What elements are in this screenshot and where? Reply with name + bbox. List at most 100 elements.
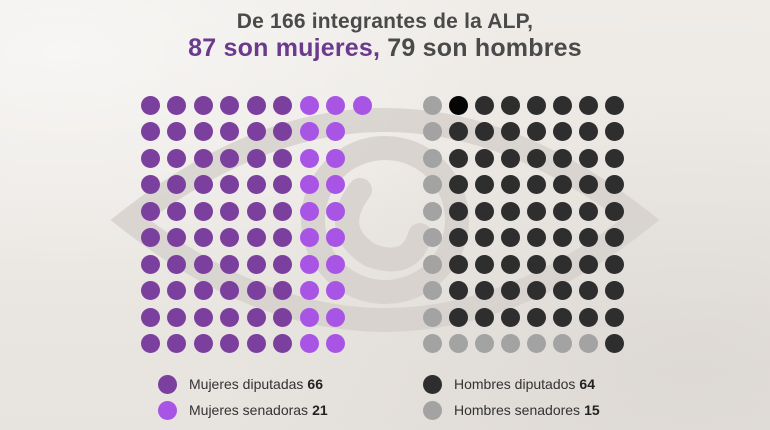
dot-mujeres_diputadas <box>246 281 266 300</box>
dot-mujeres_diputadas <box>140 281 160 300</box>
dot-hombres_diputados <box>578 175 598 194</box>
dot-hombres_diputados <box>448 307 468 327</box>
dot-mujeres_diputadas <box>220 281 239 300</box>
dot-hombres_senadores <box>578 334 598 353</box>
dot-hombres_diputados <box>500 148 520 168</box>
dot-hombres_diputados <box>604 307 624 327</box>
dot-mujeres_diputadas <box>220 334 239 353</box>
dot-mujeres_senadoras <box>326 148 345 168</box>
dot-mujeres_senadoras <box>299 307 319 327</box>
dot-mujeres_senadoras <box>326 254 345 274</box>
legend-swatch <box>158 400 177 420</box>
dot-mujeres_diputadas <box>140 254 160 274</box>
dot-mujeres_diputadas <box>273 122 292 141</box>
dot-hombres_diputados <box>552 281 572 300</box>
dot-hombres_diputados <box>578 122 598 141</box>
dot-hombres_diputados <box>500 201 520 221</box>
dot-mujeres_senadoras <box>299 201 319 221</box>
legend-value: 66 <box>307 376 323 392</box>
dot-hombres_diputados <box>526 148 546 168</box>
dot-hombres_diputados <box>552 307 572 327</box>
dot-hombres_diputados <box>604 201 624 221</box>
dot-hombres_diputados <box>604 334 624 353</box>
legend-value: 64 <box>579 376 595 392</box>
dot-mujeres_diputadas <box>273 148 292 168</box>
dot-hombres_diputados <box>448 201 468 221</box>
dot-mujeres_senadoras <box>326 281 345 300</box>
dot-hombres_senadores <box>422 95 442 115</box>
dot-mujeres_diputadas <box>220 307 239 327</box>
dot-mujeres_diputadas <box>193 281 213 300</box>
dot-mujeres_diputadas <box>220 254 239 274</box>
dot-mujeres_senadoras <box>326 307 345 327</box>
dot-hombres_senadores <box>422 281 442 300</box>
dot-hombres_senadores <box>422 228 442 247</box>
dot-hombres_diputados <box>500 95 520 115</box>
dot-hombres_diputados <box>448 254 468 274</box>
dot-mujeres_senadoras <box>326 175 345 194</box>
dot-mujeres_diputadas <box>246 254 266 274</box>
dot-mujeres_senadoras <box>299 334 319 353</box>
dot-hombres_diputados <box>526 228 546 247</box>
dot-hombres_senadores <box>422 254 442 274</box>
dot-mujeres_diputadas <box>193 228 213 247</box>
dot-hombres_senadores <box>422 201 442 221</box>
dot-mujeres_diputadas <box>220 148 239 168</box>
dot-hombres_diputados <box>526 175 546 194</box>
dot-hombres_senadores <box>422 175 442 194</box>
dot-hombres_diputados <box>604 228 624 247</box>
dot-hombres_diputados <box>604 148 624 168</box>
dot-hombres_diputados <box>500 122 520 141</box>
dot-hombres_diputados <box>526 281 546 300</box>
dot-mujeres_diputadas <box>193 175 213 194</box>
dot-hombres_diputados <box>526 254 546 274</box>
dot-mujeres_diputadas <box>167 175 186 194</box>
dot-hombres_diputados <box>500 228 520 247</box>
dot-mujeres_senadoras <box>326 95 345 115</box>
dot-hombres_diputados <box>604 95 624 115</box>
dot-mujeres_diputadas <box>167 201 186 221</box>
dot-hombres_diputados <box>552 95 572 115</box>
dot-hombres_senadores <box>526 334 546 353</box>
dot-mujeres_diputadas <box>273 281 292 300</box>
dot-hombres_diputados <box>578 201 598 221</box>
dot-mujeres_diputadas <box>220 122 239 141</box>
dot-hombres_diputados <box>552 254 572 274</box>
dot-mujeres_senadoras <box>326 201 345 221</box>
legend-swatch <box>423 400 442 420</box>
dot-hombres_diputados <box>604 254 624 274</box>
dot-mujeres_diputadas <box>246 307 266 327</box>
dot-mujeres_diputadas <box>193 148 213 168</box>
dot-mujeres_diputadas <box>246 175 266 194</box>
dot-hombres_diputados <box>448 95 468 115</box>
legend-label: Mujeres senadoras <box>189 402 309 418</box>
dot-hombres_senadores <box>474 334 494 353</box>
dot-mujeres_diputadas <box>220 201 239 221</box>
dot-hombres_diputados <box>474 307 494 327</box>
legend-item-hombres-senadores: Hombres senadores 15 <box>423 399 600 421</box>
dot-hombres_diputados <box>552 122 572 141</box>
dot-hombres_senadores <box>422 122 442 141</box>
dot-mujeres_senadoras <box>299 95 319 115</box>
dot-mujeres_diputadas <box>246 148 266 168</box>
dot-hombres_diputados <box>448 281 468 300</box>
dot-hombres_diputados <box>526 201 546 221</box>
dot-mujeres_diputadas <box>193 254 213 274</box>
dot-hombres_diputados <box>578 281 598 300</box>
dot-mujeres_diputadas <box>140 175 160 194</box>
dot-hombres_senadores <box>422 148 442 168</box>
dot-hombres_diputados <box>448 148 468 168</box>
dot-hombres_diputados <box>474 201 494 221</box>
dot-hombres_diputados <box>552 175 572 194</box>
legend-label: Hombres senadores <box>454 402 581 418</box>
legend-swatch <box>158 374 177 394</box>
dot-mujeres_senadoras <box>326 122 345 141</box>
dot-hombres_senadores <box>448 334 468 353</box>
dot-mujeres_diputadas <box>167 148 186 168</box>
dot-mujeres_diputadas <box>167 95 186 115</box>
legend-value: 21 <box>312 402 328 418</box>
dot-mujeres_senadoras <box>352 95 372 115</box>
dot-hombres_diputados <box>552 201 572 221</box>
dot-hombres_diputados <box>578 95 598 115</box>
dot-hombres_diputados <box>500 307 520 327</box>
